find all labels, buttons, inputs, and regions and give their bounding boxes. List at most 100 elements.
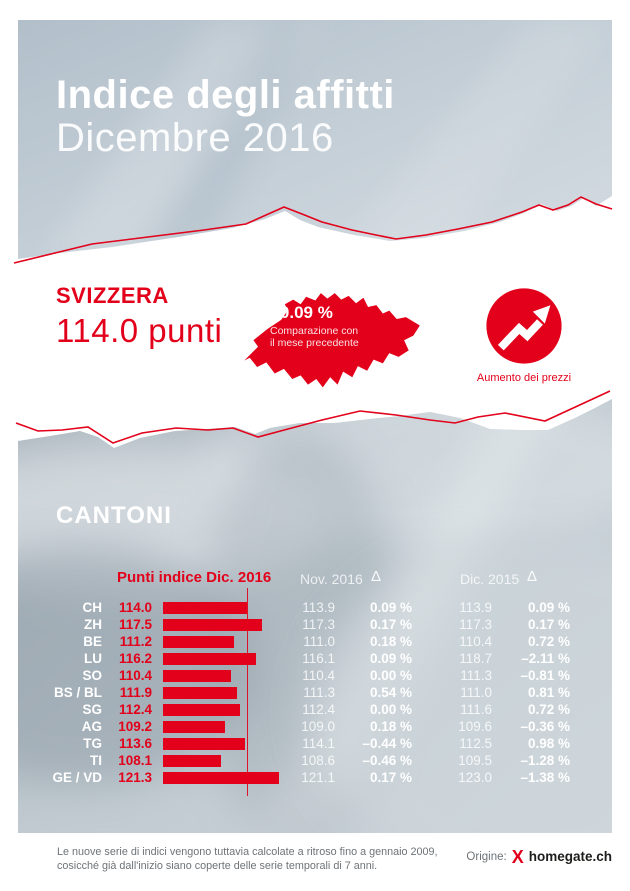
dic-value: 110.4 — [459, 634, 492, 649]
delta-nov-value: 0.18 % — [369, 634, 412, 649]
points-bar — [163, 754, 221, 767]
points-value: 114.0 — [118, 600, 152, 615]
table-row: BS / BL 111.9 111.3 0.54 % 111.0 0.81 % — [0, 684, 630, 701]
footer-note-line1: Le nuove serie di indici vengono tuttavi… — [57, 846, 438, 858]
canton-label: GE / VD — [52, 770, 102, 785]
region-label: SVIZZERA — [56, 283, 169, 308]
delta-nov-value: 0.09 % — [369, 600, 412, 615]
delta-nov-value: 0.17 % — [369, 617, 412, 632]
monthly-change-caption-line2: il mese precedente — [270, 336, 359, 349]
dic-value: 109.6 — [458, 719, 492, 734]
points-bar — [163, 703, 240, 716]
delta-nov-value: 0.09 % — [369, 651, 412, 666]
delta-nov-value: 0.00 % — [369, 668, 412, 683]
page-subtitle: Dicembre 2016 — [56, 116, 334, 160]
points-value: 109.2 — [118, 719, 152, 734]
nov-value: 112.4 — [302, 702, 335, 717]
monthly-change-caption: Comparazione con il mese precedente — [270, 325, 359, 349]
table-row: TG 113.6 114.1 –0.44 % 112.5 0.98 % — [0, 735, 630, 752]
monthly-change-caption-line1: Comparazione con — [270, 325, 359, 337]
nov-value: 108.6 — [301, 753, 335, 768]
canton-label: AG — [81, 719, 102, 734]
trend-line-top — [13, 196, 613, 264]
nov-value: 114.1 — [302, 736, 335, 751]
points-value: 110.4 — [118, 668, 152, 683]
points-value: 111.9 — [119, 685, 152, 700]
nov-value: 117.3 — [302, 617, 335, 632]
points-bar — [163, 601, 247, 614]
canton-label: LU — [84, 651, 102, 666]
dic-value: 123.0 — [458, 770, 492, 785]
canton-label: BS / BL — [53, 685, 102, 700]
nov-value: 116.1 — [302, 651, 335, 666]
delta-nov-value: 0.00 % — [369, 702, 412, 717]
dic-value: 117.3 — [459, 617, 492, 632]
delta-dic-value: 0.09 % — [527, 600, 570, 615]
delta-dic-value: 0.81 % — [527, 685, 570, 700]
nov-value: 111.0 — [303, 634, 335, 649]
canton-label: SO — [82, 668, 102, 683]
page-title: Indice degli affitti — [56, 73, 395, 117]
table-row: ZH 117.5 117.3 0.17 % 117.3 0.17 % — [0, 616, 630, 633]
points-value: 116.2 — [118, 651, 152, 666]
source-attribution: Origine: X homegate.ch — [466, 846, 612, 867]
national-summary: SVIZZERA 114.0 punti — [56, 283, 222, 350]
nov-value: 121.1 — [301, 770, 335, 785]
dic-value: 111.6 — [460, 702, 492, 717]
table-row: LU 116.2 116.1 0.09 % 118.7 –2.11 % — [0, 650, 630, 667]
points-bar — [163, 737, 245, 750]
trend-line-bottom — [15, 390, 611, 444]
points-value: 108.1 — [118, 753, 152, 768]
dic-value: 111.3 — [460, 668, 492, 683]
nov-value: 111.3 — [303, 685, 335, 700]
delta-dic-value: 0.72 % — [527, 634, 570, 649]
cantons-heading: CANTONI — [56, 502, 172, 529]
points-bar — [163, 618, 262, 631]
trend-caption: Aumento dei prezzi — [476, 372, 572, 384]
canton-label: CH — [82, 600, 103, 615]
table-row: TI 108.1 108.6 –0.46 % 109.5 –1.28 % — [0, 752, 630, 769]
delta-dic-value: 0.17 % — [527, 617, 570, 632]
table-row: AG 109.2 109.0 0.18 % 109.6 –0.36 % — [0, 718, 630, 735]
origin-label: Origine: — [466, 850, 507, 863]
points-bar — [163, 669, 231, 682]
homegate-logo-icon: X — [511, 846, 524, 867]
footer-note-line2: cosicché già dall'inizio siano coperte d… — [57, 859, 378, 872]
column-header-points: Punti indice Dic. 2016 — [117, 569, 272, 586]
points-value: 112.4 — [118, 702, 152, 717]
delta-nov-value: 0.17 % — [369, 770, 412, 785]
delta-dic-value: –1.28 % — [520, 753, 570, 768]
points-value: 113.6 — [118, 736, 152, 751]
canton-label: TI — [90, 753, 102, 768]
delta-nov-value: –0.44 % — [362, 736, 412, 751]
points-bar — [163, 720, 226, 733]
dic-value: 109.5 — [458, 753, 492, 768]
homegate-brand-name: homegate.ch — [528, 849, 612, 864]
points-bar — [163, 635, 235, 648]
national-points-value: 114.0 punti — [56, 312, 223, 349]
delta-icon-dic: Δ — [527, 568, 538, 585]
table-row: BE 111.2 111.0 0.18 % 110.4 0.72 % — [0, 633, 630, 650]
points-value: 111.2 — [119, 634, 152, 649]
delta-dic-value: –0.81 % — [520, 668, 570, 683]
dic-value: 111.0 — [460, 685, 492, 700]
delta-icon-nov: Δ — [371, 568, 382, 585]
delta-dic-value: 0.72 % — [527, 702, 570, 717]
footer-note: Le nuove serie di indici vengono tuttavi… — [57, 846, 438, 873]
canton-label: ZH — [84, 617, 102, 632]
dic-value: 113.9 — [459, 600, 492, 615]
points-bar — [163, 686, 238, 699]
delta-nov-value: –0.46 % — [362, 753, 412, 768]
points-value: 121.3 — [118, 770, 152, 785]
reference-line-114 — [246, 588, 249, 796]
canton-label: BE — [83, 634, 102, 649]
delta-nov-value: 0.54 % — [369, 685, 412, 700]
column-header-nov-2016: Nov. 2016 — [300, 571, 363, 587]
table-row: GE / VD 121.3 121.1 0.17 % 123.0 –1.38 % — [0, 769, 630, 786]
table-row: CH 114.0 113.9 0.09 % 113.9 0.09 % — [0, 599, 630, 616]
price-increase-icon — [486, 288, 562, 364]
nov-value: 113.9 — [302, 600, 335, 615]
points-bar — [163, 771, 279, 784]
delta-dic-value: 0.98 % — [527, 736, 570, 751]
switzerland-map-shape — [244, 293, 420, 388]
